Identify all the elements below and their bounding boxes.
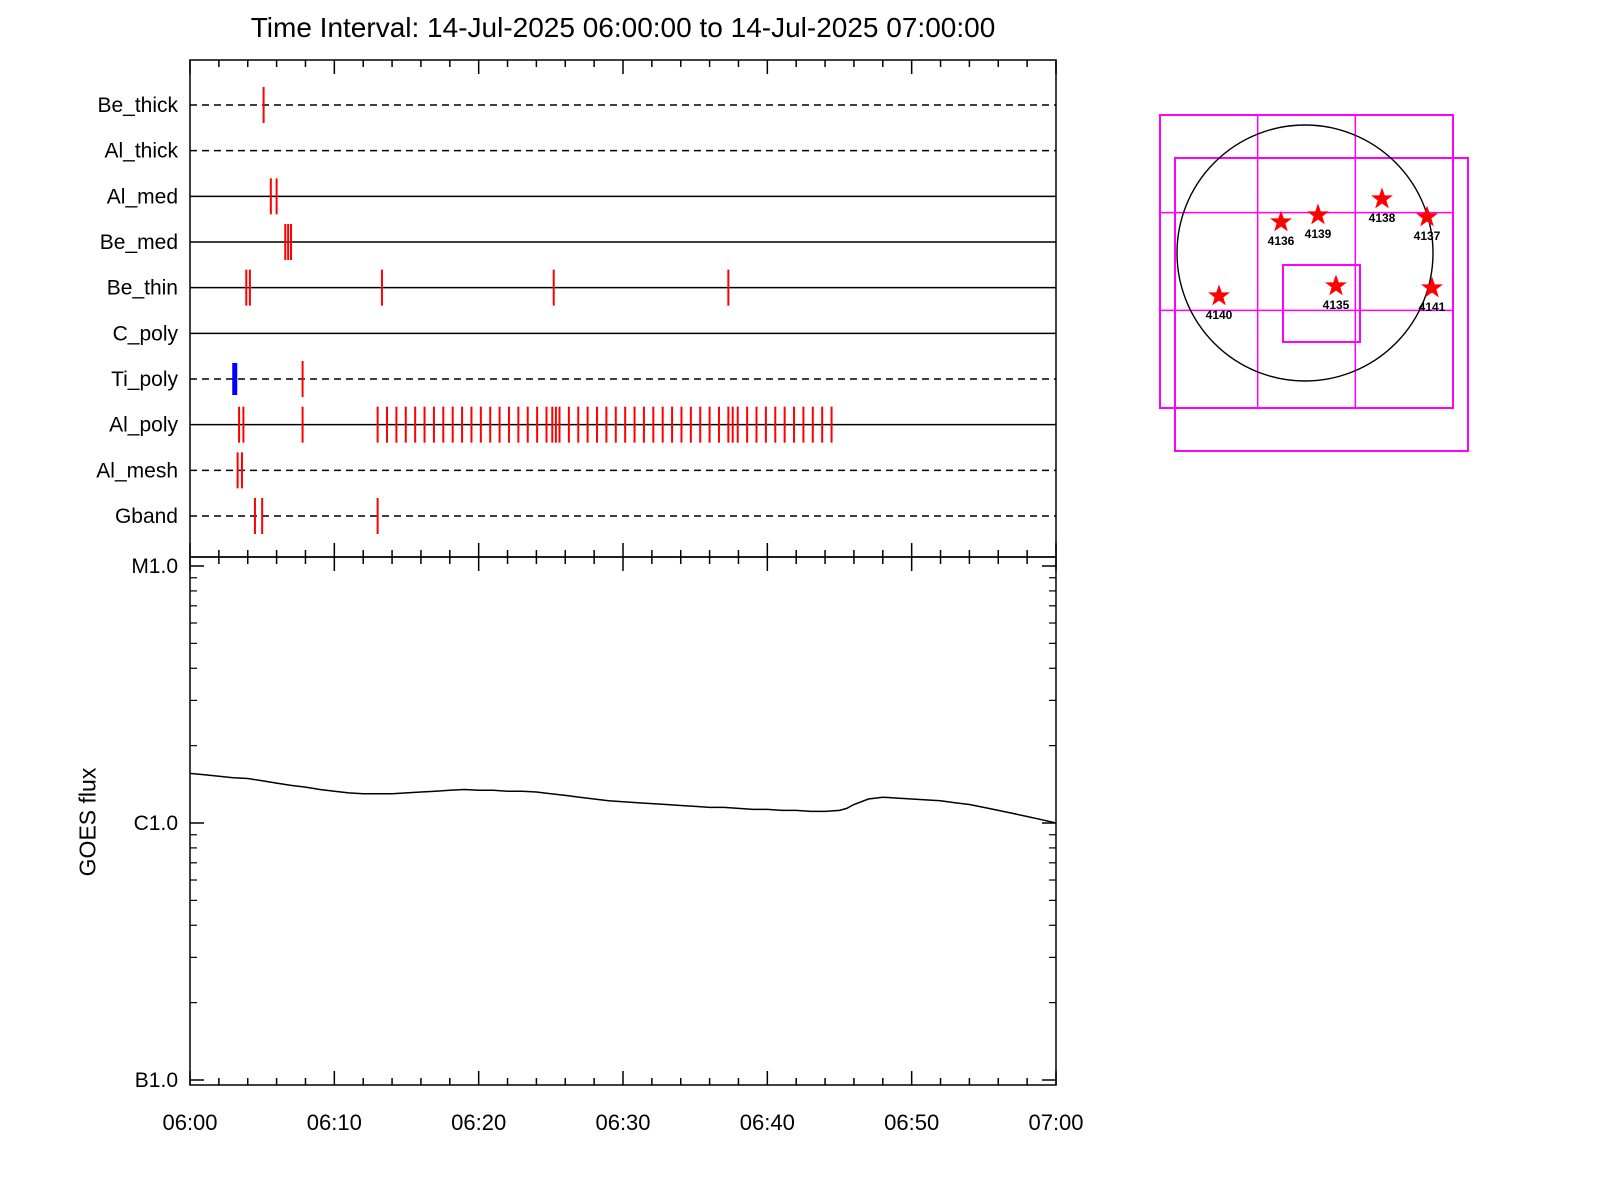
channel-label-Be_thin: Be_thin — [107, 277, 178, 300]
x-axis-tick-label: 06:50 — [884, 1110, 939, 1135]
goes-y-tick-label: C1.0 — [134, 812, 178, 835]
channel-label-Al_mesh: Al_mesh — [96, 459, 178, 482]
channel-label-Al_poly: Al_poly — [109, 414, 178, 437]
goes-y-tick-label: M1.0 — [131, 555, 178, 578]
solar-disk — [1176, 124, 1434, 382]
x-axis-tick-label: 06:20 — [451, 1110, 506, 1135]
x-axis-tick-label: 06:30 — [595, 1110, 650, 1135]
active-region-label-4141: 4141 — [1419, 300, 1446, 314]
timeline-panel-frame — [189, 59, 1057, 558]
channel-label-Al_thick: Al_thick — [104, 140, 178, 163]
channel-label-Gband: Gband — [115, 505, 178, 528]
active-region-star-4137 — [1416, 205, 1438, 227]
channel-label-Be_thick: Be_thick — [97, 94, 178, 117]
x-axis-tick-label: 07:00 — [1028, 1110, 1083, 1135]
goes-panel-frame — [189, 556, 1057, 1086]
active-region-label-4139: 4139 — [1305, 227, 1332, 241]
active-region-star-4139 — [1307, 203, 1329, 225]
active-region-star-4138 — [1371, 187, 1393, 209]
channel-label-Al_med: Al_med — [107, 185, 178, 208]
plot-title: Time Interval: 14-Jul-2025 06:00:00 to 1… — [250, 12, 996, 43]
x-axis-tick-label: 06:40 — [740, 1110, 795, 1135]
channel-label-Be_med: Be_med — [100, 231, 178, 254]
active-region-label-4137: 4137 — [1414, 229, 1441, 243]
fov-box-1 — [1174, 157, 1469, 452]
active-region-label-4140: 4140 — [1206, 308, 1233, 322]
x-axis-tick-label: 06:10 — [307, 1110, 362, 1135]
fov-box-0 — [1159, 114, 1454, 409]
active-region-star-4141 — [1421, 276, 1443, 298]
channel-label-C_poly: C_poly — [113, 322, 179, 345]
goes-y-tick-label: B1.0 — [135, 1069, 178, 1092]
active-region-star-4135 — [1325, 274, 1347, 296]
x-axis-tick-label: 06:00 — [162, 1110, 217, 1135]
active-region-star-4140 — [1208, 284, 1230, 306]
active-region-label-4135: 4135 — [1323, 298, 1350, 312]
goes-flux-curve — [189, 772, 1057, 824]
channel-label-Ti_poly: Ti_poly — [111, 368, 178, 391]
active-region-star-4136 — [1270, 210, 1292, 232]
active-region-label-4138: 4138 — [1369, 211, 1396, 225]
active-region-label-4136: 4136 — [1268, 234, 1295, 248]
fov-box-2 — [1282, 264, 1361, 343]
